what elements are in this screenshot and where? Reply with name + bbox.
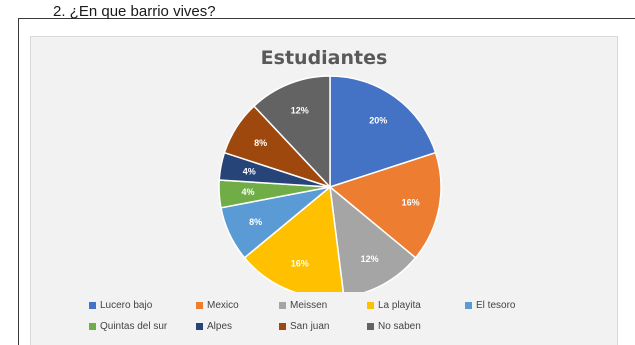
legend-swatch (89, 302, 96, 309)
document-frame-left (18, 18, 19, 345)
document-frame-top (18, 18, 635, 19)
legend-item-no-saben: No saben (367, 321, 465, 332)
legend-swatch (279, 323, 286, 330)
data-label-meissen: 12% (361, 254, 379, 264)
legend-swatch (367, 323, 374, 330)
legend-swatch (465, 302, 472, 309)
chart-legend: Lucero bajo Mexico Meissen La playita El tes… (89, 300, 609, 332)
data-label-el-tesoro: 8% (249, 217, 262, 227)
data-label-quintas-del-sur: 4% (242, 187, 255, 197)
data-label-lucero-bajo: 20% (369, 116, 387, 126)
data-label-san-juan: 8% (254, 138, 267, 148)
pie-slice-la-playita (243, 185, 345, 292)
chart-title: Estudiantes (260, 47, 388, 69)
legend-label: La playita (378, 300, 421, 311)
data-label-la-playita: 16% (291, 258, 309, 268)
legend-item-lucero-bajo: Lucero bajo (89, 300, 196, 311)
legend-swatch (196, 302, 203, 309)
legend-label: No saben (378, 321, 421, 332)
legend-item-san-juan: San juan (279, 321, 367, 332)
legend-swatch (279, 302, 286, 309)
legend-item-mexico: Mexico (196, 300, 279, 311)
chart-area: Estudiantes 20% 16% 12% 16% 8% 4% 4% 8% 12% Luce… (30, 36, 618, 345)
legend-item-la-playita: La playita (367, 300, 465, 311)
legend-label: San juan (290, 321, 330, 332)
legend-label: Quintas del sur (100, 321, 168, 332)
legend-swatch (367, 302, 374, 309)
legend-label: Mexico (207, 300, 239, 311)
legend-item-alpes: Alpes (196, 321, 279, 332)
question-text: 2. ¿En que barrio vives? (53, 3, 216, 20)
legend-label: Meissen (290, 300, 328, 311)
legend-label: El tesoro (476, 300, 516, 311)
legend-item-meissen: Meissen (279, 300, 367, 311)
data-label-no-saben: 12% (291, 106, 309, 116)
pie-slice-lucero-bajo (329, 75, 437, 189)
legend-label: Alpes (207, 321, 233, 332)
data-label-alpes: 4% (243, 167, 256, 177)
legend-swatch (196, 323, 203, 330)
pie-slice-mexico (328, 151, 442, 259)
legend-swatch (89, 323, 96, 330)
pie-chart: 20% 16% 12% 16% 8% 4% 4% 8% 12% (218, 75, 442, 292)
legend-item-el-tesoro: El tesoro (465, 300, 575, 311)
pie-slice-meissen (329, 185, 417, 292)
data-label-mexico: 16% (402, 197, 420, 207)
legend-item-quintas-del-sur: Quintas del sur (89, 321, 196, 332)
legend-label: Lucero bajo (100, 300, 153, 311)
pie-slice-no-saben (252, 75, 331, 189)
